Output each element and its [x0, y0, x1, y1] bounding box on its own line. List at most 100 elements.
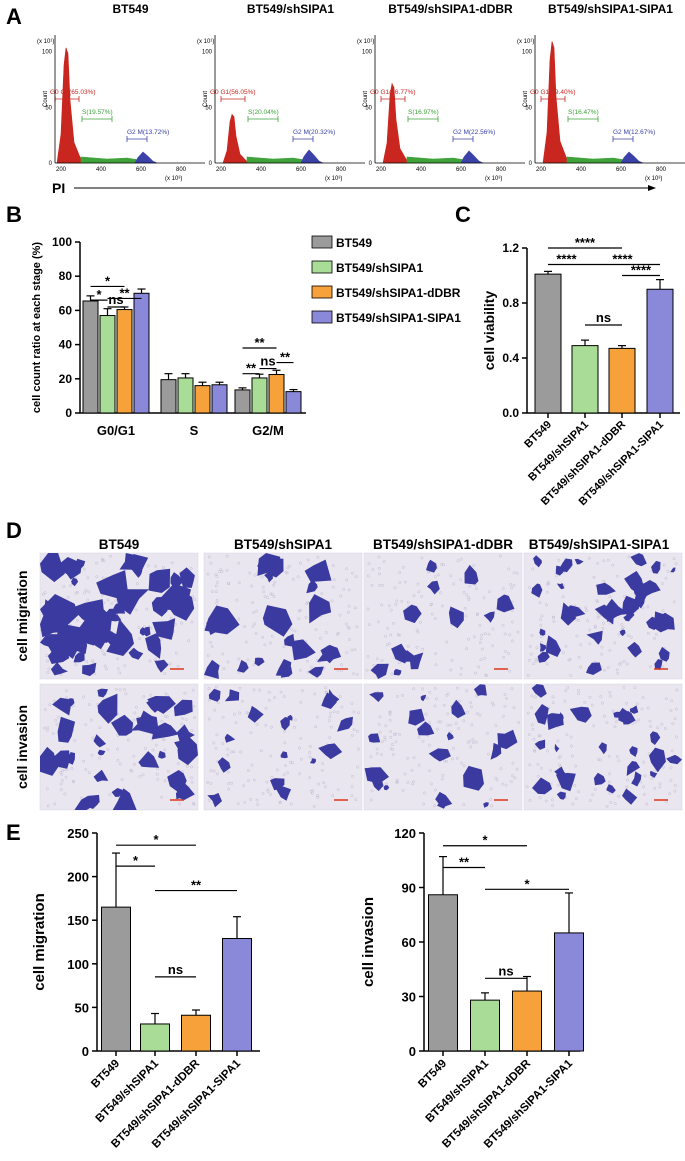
- membrane-pore: [389, 608, 393, 612]
- membrane-pore: [395, 778, 399, 782]
- g0-g1-peak: [222, 113, 250, 164]
- membrane-pore: [350, 794, 354, 797]
- y-tick-label: 20: [59, 372, 73, 386]
- stained-cell: [451, 699, 466, 719]
- membrane-pore: [631, 722, 635, 725]
- membrane-pore: [593, 625, 597, 629]
- membrane-pore: [156, 777, 160, 781]
- membrane-pore: [318, 636, 322, 640]
- membrane-pore: [109, 554, 112, 558]
- membrane-pore: [215, 599, 219, 602]
- stained-cell: [596, 582, 616, 595]
- stained-cell: [627, 641, 642, 658]
- membrane-pore: [100, 557, 104, 561]
- membrane-pore: [459, 557, 463, 561]
- membrane-pore: [613, 802, 617, 805]
- membrane-pore: [602, 621, 605, 625]
- membrane-pore: [508, 633, 512, 637]
- bar: [534, 273, 562, 414]
- membrane-pore: [412, 780, 415, 784]
- x-tick-label: 400: [416, 167, 427, 173]
- g0-g1-peak: [56, 47, 84, 164]
- membrane-pore: [672, 557, 676, 561]
- stained-cell: [262, 605, 293, 637]
- stained-cell: [408, 708, 425, 726]
- membrane-pore: [82, 759, 86, 763]
- y-tick-label: 250: [67, 826, 89, 841]
- stained-cell: [629, 746, 638, 757]
- membrane-pore: [338, 695, 342, 698]
- membrane-pore: [191, 595, 195, 599]
- stained-cell: [152, 618, 176, 640]
- membrane-pore: [85, 660, 89, 663]
- membrane-pore: [557, 783, 560, 787]
- stained-cell: [236, 659, 249, 673]
- membrane-pore: [585, 609, 588, 612]
- membrane-pore: [462, 764, 466, 768]
- membrane-pore: [459, 673, 463, 676]
- membrane-pore: [346, 625, 350, 629]
- y-tick-label: 0: [49, 161, 53, 167]
- significance-stars: **: [191, 878, 202, 893]
- membrane-pore: [221, 742, 225, 745]
- membrane-pore: [467, 598, 471, 601]
- membrane-pore: [247, 769, 250, 772]
- membrane-pore: [138, 775, 142, 778]
- membrane-pore: [410, 769, 414, 772]
- membrane-pore: [485, 732, 489, 735]
- membrane-pore: [640, 707, 644, 711]
- stained-cell: [531, 583, 543, 598]
- membrane-pore: [191, 802, 195, 805]
- membrane-pore: [369, 798, 373, 802]
- membrane-pore: [480, 647, 484, 651]
- membrane-pore: [508, 669, 511, 673]
- membrane-pore: [549, 769, 553, 772]
- membrane-pore: [512, 706, 516, 709]
- membrane-pore: [433, 617, 437, 620]
- stained-cell: [280, 717, 290, 731]
- membrane-pore: [445, 640, 448, 644]
- membrane-pore: [415, 645, 419, 649]
- membrane-pore: [482, 656, 486, 660]
- membrane-pore: [207, 798, 211, 802]
- membrane-pore: [380, 753, 383, 756]
- membrane-pore: [503, 632, 507, 636]
- membrane-pore: [298, 772, 302, 776]
- stained-cell: [40, 746, 59, 776]
- membrane-pore: [475, 694, 478, 698]
- bar: [222, 938, 252, 1052]
- membrane-pore: [395, 599, 399, 603]
- membrane-pore: [249, 731, 253, 734]
- membrane-pore: [269, 725, 273, 729]
- membrane-pore: [209, 782, 213, 785]
- membrane-pore: [474, 671, 477, 675]
- membrane-pore: [286, 566, 290, 570]
- stained-cell: [257, 553, 281, 576]
- legend-label: BT549/shSIPA1-SIPA1: [336, 311, 461, 325]
- membrane-pore: [530, 723, 534, 727]
- membrane-pore: [322, 781, 326, 784]
- membrane-pore: [297, 617, 301, 621]
- x-exponent: (x 10³): [325, 176, 342, 182]
- membrane-pore: [571, 802, 575, 806]
- membrane-pore: [126, 738, 130, 742]
- stained-cell: [437, 798, 448, 809]
- y-axis-label: Count: [363, 91, 369, 107]
- membrane-pore: [391, 753, 395, 756]
- membrane-pore: [417, 590, 421, 594]
- membrane-pore: [289, 802, 293, 806]
- membrane-pore: [479, 637, 483, 641]
- membrane-pore: [396, 780, 399, 784]
- y-exponent: (x 10¹): [37, 39, 54, 45]
- membrane-pore: [237, 617, 241, 621]
- stained-cell: [448, 606, 464, 629]
- membrane-pore: [310, 791, 314, 795]
- membrane-pore: [206, 654, 210, 657]
- membrane-pore: [238, 711, 242, 715]
- membrane-pore: [190, 765, 193, 769]
- x-category-label: BT549: [522, 419, 554, 451]
- membrane-pore: [181, 717, 184, 720]
- s-phase-area: [80, 156, 140, 164]
- cell-cycle-bar-chart: 0 20 40 60 80 100 cell count ratio at each sta…: [31, 235, 461, 438]
- stained-cell: [73, 650, 85, 663]
